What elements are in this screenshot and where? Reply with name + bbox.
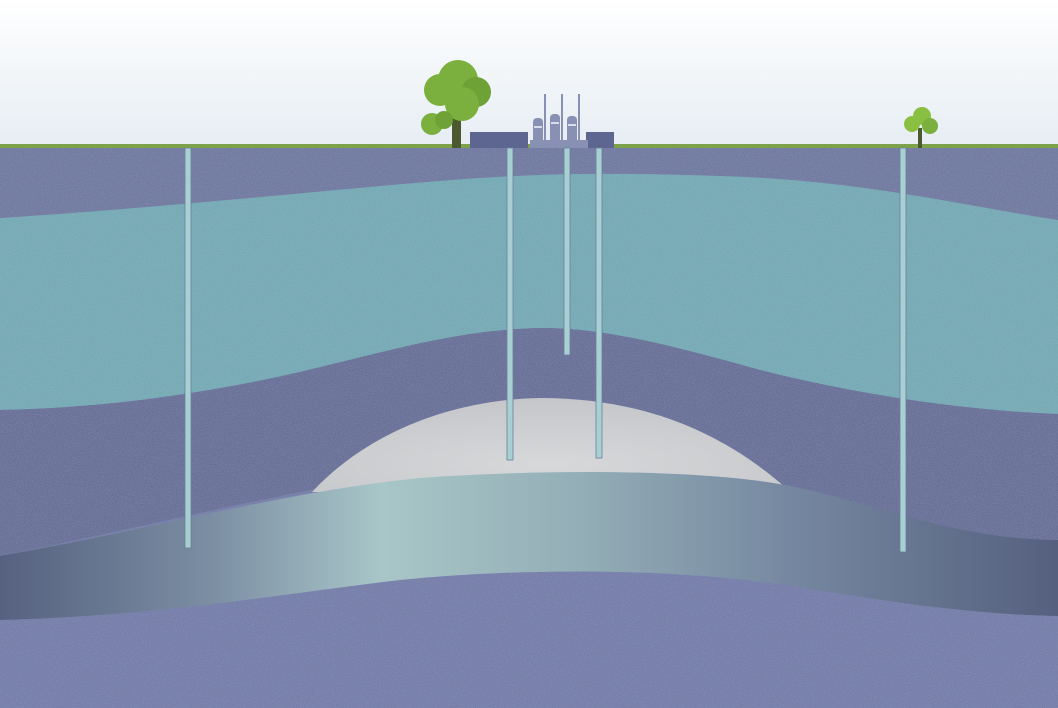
sky (0, 0, 1058, 148)
monitoring-well-left (184, 147, 192, 549)
monitoring-well-shallow (563, 147, 571, 356)
processing-plant-icon (470, 94, 614, 148)
storage-dome (312, 398, 786, 492)
injection-well-2 (595, 147, 603, 459)
large-tree-icon (421, 60, 491, 148)
reservoir-layer (0, 472, 1058, 620)
small-tree-icon (904, 107, 938, 148)
overburden-upper-layer (0, 146, 1058, 220)
grass-line (0, 144, 1058, 148)
aquifer-upper-layer (0, 173, 1058, 414)
monitoring-well-right (899, 147, 907, 553)
wells-group (184, 147, 907, 553)
injection-well-1 (506, 147, 514, 461)
